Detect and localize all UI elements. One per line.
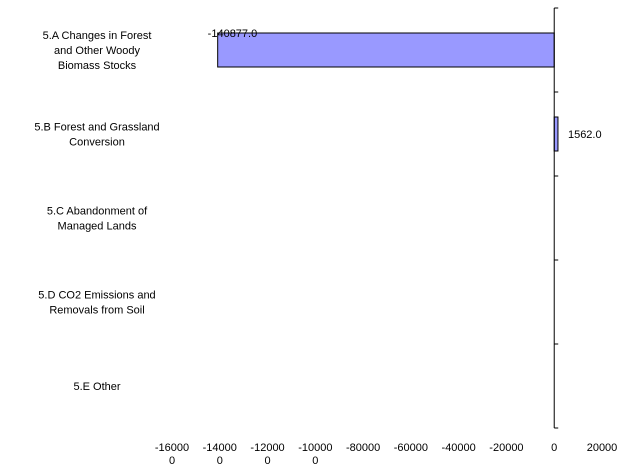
data-label: 1562.0 bbox=[568, 129, 602, 141]
x-tick-label: -16000 0 bbox=[155, 442, 189, 467]
x-tick-label: 0 bbox=[551, 442, 557, 454]
category-label: 5.A Changes in Forest and Other Woody Biom… bbox=[43, 30, 152, 72]
x-tick-label: -12000 0 bbox=[250, 442, 284, 467]
bar bbox=[553, 116, 559, 152]
category-label: 5.E Other bbox=[73, 381, 120, 393]
x-tick-label: -40000 bbox=[442, 442, 476, 454]
category-label: 5.C Abandonment of Managed Lands bbox=[47, 206, 148, 233]
category-label: 5.B Forest and Grassland Conversion bbox=[34, 122, 159, 149]
data-label: -140877.0 bbox=[208, 28, 258, 40]
x-tick-label: -60000 bbox=[394, 442, 428, 454]
x-tick-label: -20000 bbox=[489, 442, 523, 454]
x-tick-label: -14000 0 bbox=[203, 442, 237, 467]
x-tick-label: 20000 bbox=[587, 442, 618, 454]
bar bbox=[217, 32, 555, 68]
x-tick-label: -80000 bbox=[346, 442, 380, 454]
x-tick-label: -10000 0 bbox=[298, 442, 332, 467]
category-label: 5.D CO2 Emissions and Removals from Soil bbox=[38, 290, 155, 317]
